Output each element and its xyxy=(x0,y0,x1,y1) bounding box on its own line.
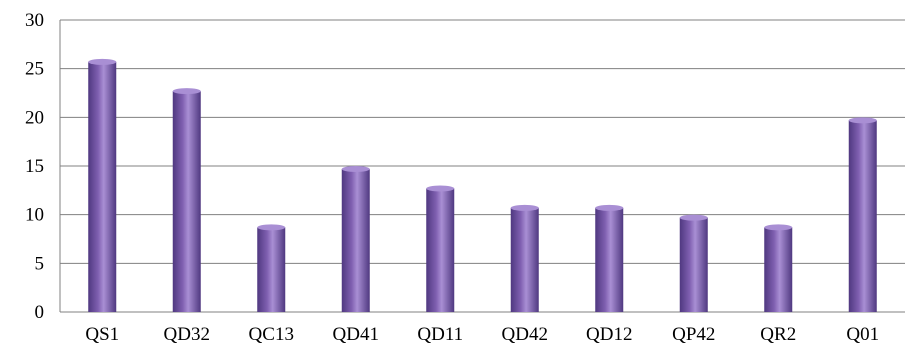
x-tick-label: Q01 xyxy=(846,324,879,345)
bar-cap xyxy=(679,214,708,221)
x-tick-label: QD12 xyxy=(586,324,632,345)
bar-cap xyxy=(764,224,793,231)
bar-body xyxy=(764,227,793,312)
bar-body xyxy=(257,227,286,312)
bars xyxy=(88,58,877,312)
bar xyxy=(257,224,286,312)
y-tick-label: 15 xyxy=(25,156,44,177)
bar-body xyxy=(172,91,201,312)
bar xyxy=(341,166,370,312)
x-tick-label: QD32 xyxy=(164,324,210,345)
y-tick-label: 25 xyxy=(25,59,44,80)
gridlines xyxy=(59,19,905,313)
y-tick-label: 20 xyxy=(25,107,44,128)
x-tick-label: QR2 xyxy=(760,324,796,345)
bar-cap xyxy=(257,224,286,231)
x-axis-ticks: QS1 QD32 QC13 QD41 QD11 QD42 QD12 QP42 QR2 Q01 xyxy=(85,324,879,345)
bar-cap xyxy=(510,204,539,211)
bar-body xyxy=(595,207,624,312)
bar xyxy=(679,214,708,312)
bar xyxy=(764,224,793,312)
bar-cap xyxy=(88,58,117,65)
bar-cap xyxy=(426,185,455,192)
x-tick-label: QS1 xyxy=(85,324,119,345)
bar-body xyxy=(679,217,708,312)
bar xyxy=(172,88,201,312)
bar-cap xyxy=(341,166,370,172)
x-tick-label: QP42 xyxy=(672,324,715,345)
y-tick-label: 30 xyxy=(25,10,44,31)
y-axis-ticks: 0 5 10 15 20 25 30 xyxy=(25,10,44,323)
x-tick-label: QD42 xyxy=(502,324,548,345)
bar xyxy=(426,185,455,312)
bar-body xyxy=(848,120,877,312)
bar xyxy=(510,204,539,312)
y-tick-label: 0 xyxy=(35,302,45,323)
bar-cap xyxy=(595,204,624,211)
bar xyxy=(595,204,624,312)
x-tick-label: QD41 xyxy=(333,324,379,345)
y-tick-label: 5 xyxy=(35,253,45,274)
y-tick-label: 10 xyxy=(25,205,44,226)
bar-cap xyxy=(848,117,877,124)
bar-body xyxy=(426,188,455,312)
x-tick-label: QD11 xyxy=(417,324,463,345)
bar-cap xyxy=(172,88,201,95)
x-tick-label: QC13 xyxy=(249,324,294,345)
bar-body xyxy=(88,61,117,312)
bar xyxy=(848,117,877,312)
bar-body xyxy=(510,207,539,312)
bar xyxy=(88,58,117,312)
bar-body xyxy=(341,169,370,312)
